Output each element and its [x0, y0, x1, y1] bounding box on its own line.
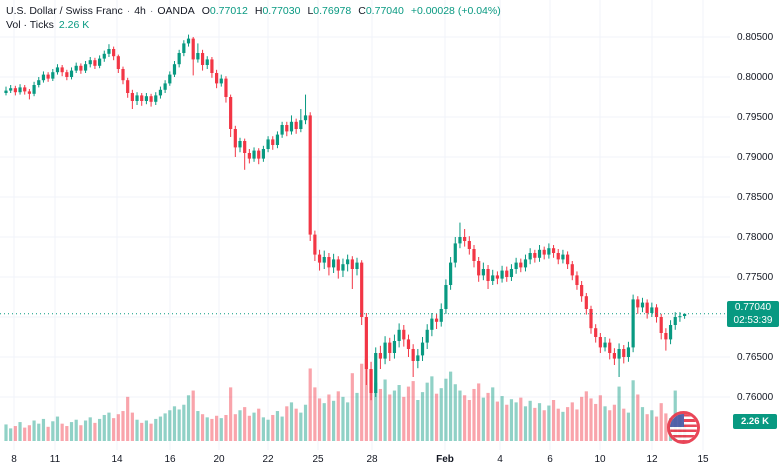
time-tick-label: 4: [497, 454, 503, 465]
price-tick-label: 0.78000: [737, 231, 774, 243]
legend-symbol-row: U.S. Dollar / Swiss Franc · 4h · OANDA O0.770…: [6, 4, 501, 18]
time-tick-label: 12: [646, 454, 658, 465]
ohlc-letter: C: [358, 5, 366, 17]
legend-volume-row: Vol · Ticks 2.26 K: [6, 18, 501, 32]
time-tick-label: Feb: [436, 454, 454, 465]
legend: U.S. Dollar / Swiss Franc · 4h · OANDA O0.770…: [6, 4, 501, 32]
time-tick-label: 14: [111, 454, 123, 465]
price-tick-label: 0.80000: [737, 71, 774, 83]
candles: [4, 34, 687, 401]
ohlc-value: 0.76978: [313, 5, 352, 17]
time-axis[interactable]: 8 11 14 16 20 22 25 28 Feb 4 6 10 12 15: [0, 450, 780, 470]
price-axis[interactable]: 0.80500 0.80000 0.79500 0.79000 0.78500 0.780…: [730, 0, 780, 450]
price-tick-label: 0.80500: [737, 31, 774, 43]
gridlines: [0, 0, 730, 450]
us-flag-logo-icon: [667, 411, 700, 444]
ohlc-value: 0.77030: [262, 5, 301, 17]
volume-value: 2.26 K: [58, 19, 90, 31]
time-tick-label: 25: [312, 454, 324, 465]
volume-bars: [4, 359, 687, 441]
time-tick-label: 11: [49, 454, 61, 465]
time-tick-label: 10: [594, 454, 606, 465]
ohlc-value: 0.77012: [209, 5, 248, 17]
bar-countdown: 02:53:39: [733, 314, 773, 326]
price-tick-label: 0.78500: [737, 191, 774, 203]
price-tick-label: 0.76000: [737, 391, 774, 403]
volume-label[interactable]: Vol · Ticks: [6, 19, 54, 31]
current-price-value: 0.77040: [734, 301, 772, 313]
symbol-title[interactable]: U.S. Dollar / Swiss Franc: [6, 5, 123, 17]
separator-dot: ·: [126, 5, 131, 17]
ohlc-letter: O: [201, 5, 210, 17]
interval-label[interactable]: 4h: [134, 5, 146, 17]
time-tick-label: 15: [697, 454, 709, 465]
volume-badge: 2.26 K: [733, 414, 777, 429]
price-tick-label: 0.79500: [737, 111, 774, 123]
ohlc-values: O0.77012 H0.77030 L0.76978 C0.77040: [195, 5, 404, 17]
flag-canton: [670, 414, 684, 427]
exchange-label[interactable]: OANDA: [157, 5, 195, 17]
price-tick-label: 0.77500: [737, 271, 774, 283]
separator-dot: ·: [149, 5, 154, 17]
time-tick-label: 8: [11, 454, 17, 465]
time-tick-label: 6: [547, 454, 553, 465]
time-tick-label: 28: [366, 454, 378, 465]
current-price-badge: 0.77040 02:53:39: [727, 300, 779, 327]
time-tick-label: 20: [213, 454, 225, 465]
price-change: +0.00028 (+0.04%): [410, 5, 501, 17]
ohlc-letter: H: [254, 5, 263, 17]
ohlc-letter: L: [307, 5, 314, 17]
price-tick-label: 0.79000: [737, 151, 774, 163]
time-tick-label: 16: [164, 454, 176, 465]
price-tick-label: 0.76500: [737, 351, 774, 363]
ohlc-value: 0.77040: [365, 5, 404, 17]
time-tick-label: 22: [262, 454, 274, 465]
